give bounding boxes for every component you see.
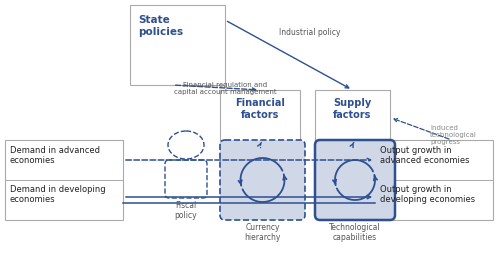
Text: Output growth in
developing economies: Output growth in developing economies	[380, 185, 475, 204]
Text: Output growth in
advanced economies: Output growth in advanced economies	[380, 146, 470, 166]
Text: Supply
factors: Supply factors	[334, 98, 372, 120]
Bar	[130, 5, 225, 85]
Bar	[315, 90, 390, 145]
FancyBboxPatch shape	[315, 140, 395, 220]
Bar	[220, 90, 300, 145]
Text: Industrial policy: Industrial policy	[279, 28, 341, 37]
Text: Fiscal
policy: Fiscal policy	[174, 201, 198, 220]
Bar	[375, 140, 493, 220]
FancyBboxPatch shape	[220, 140, 305, 220]
Text: Demand in developing
economies: Demand in developing economies	[10, 185, 106, 204]
Text: Demand in advanced
economies: Demand in advanced economies	[10, 146, 100, 166]
Text: Financial regulation and
capital account management: Financial regulation and capital account…	[174, 82, 277, 95]
Text: Currency
hierarchy: Currency hierarchy	[244, 223, 280, 242]
Text: Technological
capabilities: Technological capabilities	[329, 223, 381, 242]
FancyBboxPatch shape	[165, 160, 207, 198]
Text: State
policies: State policies	[138, 15, 183, 37]
Text: Induced
technological
progress: Induced technological progress	[430, 125, 477, 145]
Bar	[5, 140, 123, 220]
Text: Financial
factors: Financial factors	[235, 98, 285, 120]
